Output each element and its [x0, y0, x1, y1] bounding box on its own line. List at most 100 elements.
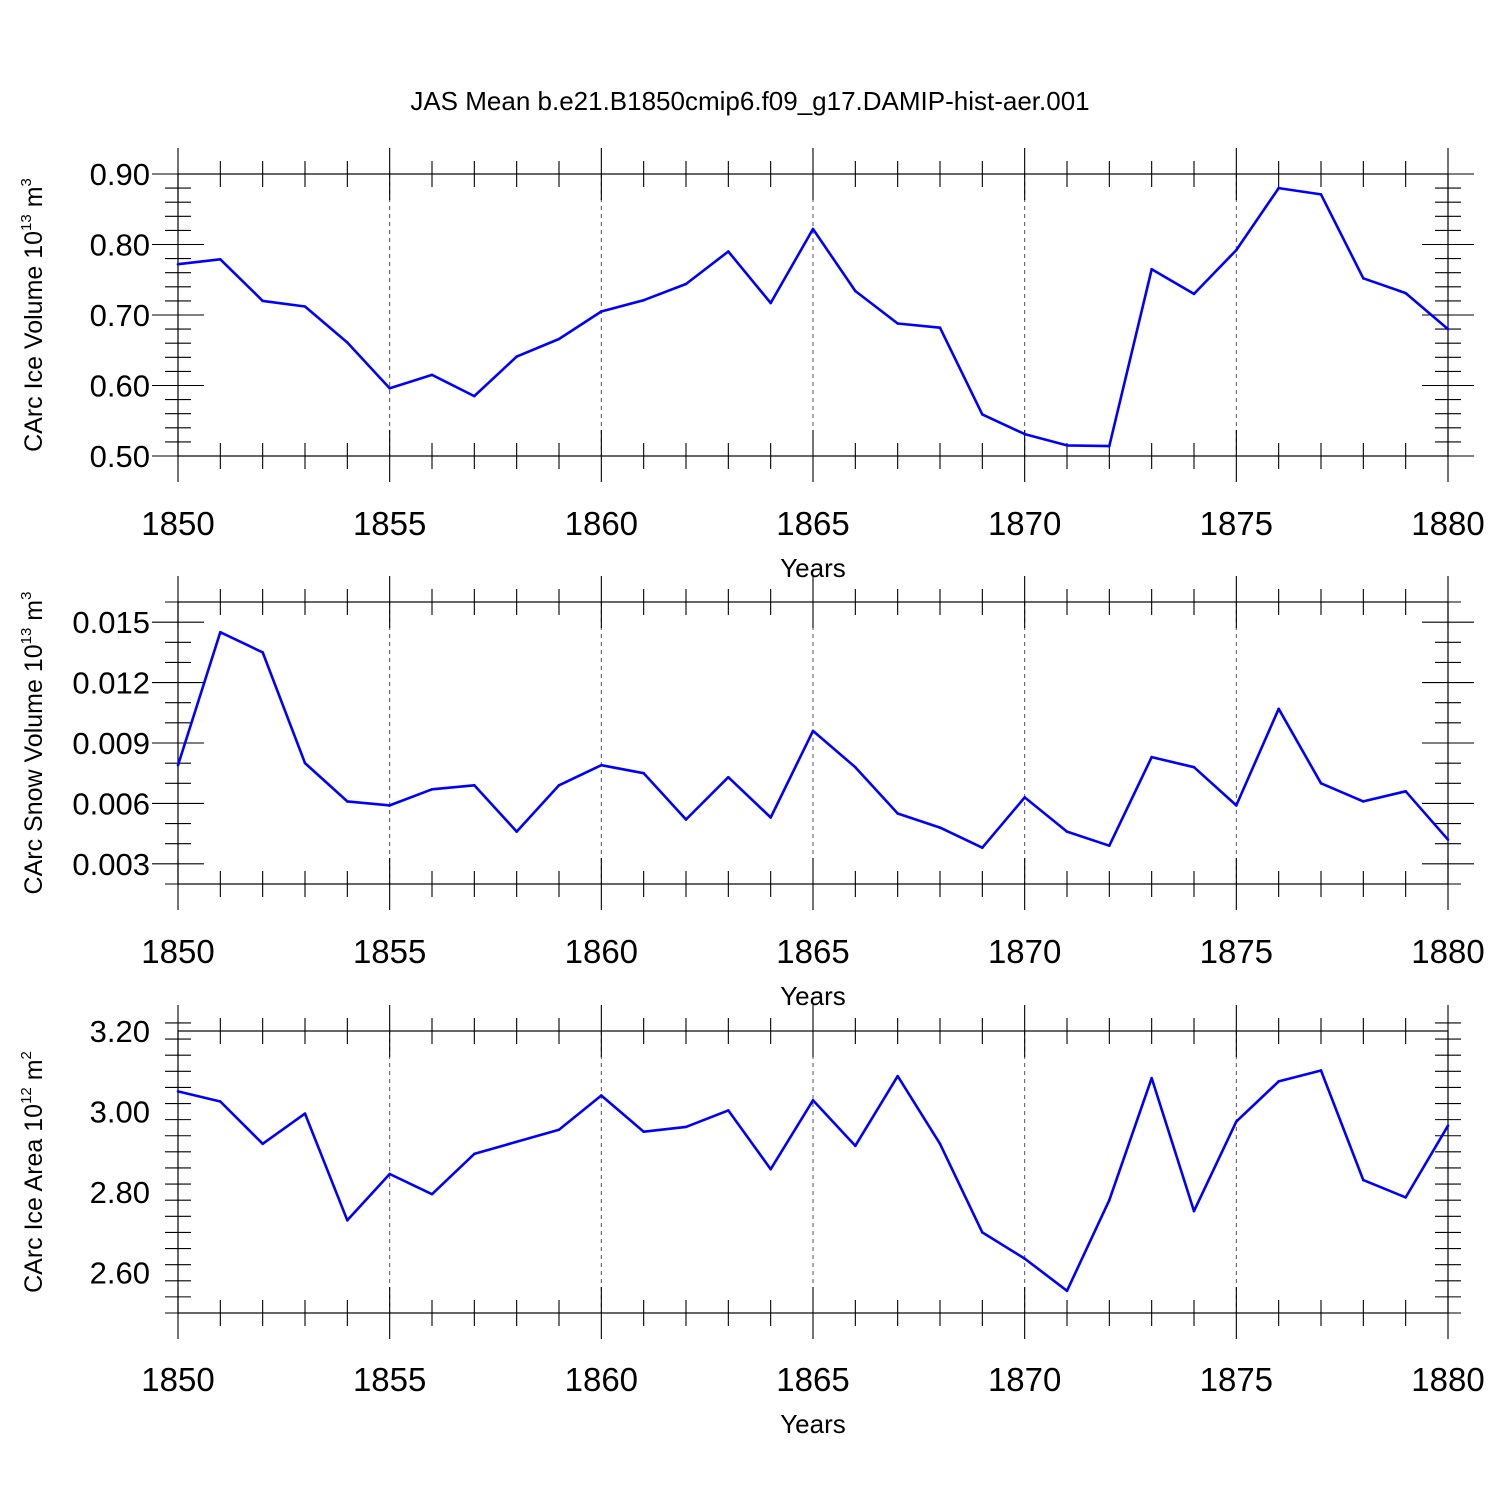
y-tick-label: 0.90	[90, 157, 150, 192]
data-point	[1404, 790, 1407, 793]
y-axis-label: CArc Ice Area 1012 m2	[18, 1051, 48, 1293]
x-tick-label: 1850	[141, 933, 214, 970]
data-point	[430, 1192, 434, 1196]
data-point	[473, 1152, 476, 1156]
x-tick-label: 1850	[141, 1361, 214, 1398]
y-axis-label-main: CArc Snow Volume 10	[20, 644, 48, 894]
x-tick-label: 1865	[776, 1361, 849, 1398]
data-point	[1235, 248, 1238, 252]
y-tick-label: 0.009	[72, 726, 150, 761]
x-tick-label: 1855	[353, 505, 426, 542]
data-point	[1404, 291, 1407, 295]
y-axis-label-exponent: 12	[18, 1087, 35, 1104]
x-tick-label: 1880	[1411, 933, 1484, 970]
data-point	[261, 299, 264, 303]
data-point	[1150, 755, 1153, 759]
data-point	[1319, 1069, 1323, 1072]
panel-snow-volume: 1850 1855 1860 1865 1870 1875 1880 0.003 0.006 0.…	[18, 576, 1485, 1011]
data-point	[1277, 1080, 1280, 1083]
y-tick-label: 0.006	[72, 786, 150, 821]
data-point	[219, 258, 222, 261]
data-point	[1277, 707, 1280, 711]
x-tick-label: 1880	[1411, 1361, 1484, 1398]
data-point	[1362, 1178, 1365, 1182]
data-point	[346, 1219, 349, 1222]
x-tick-label: 1875	[1200, 933, 1273, 970]
data-point	[938, 326, 942, 329]
x-tick-label: 1850	[141, 505, 214, 542]
data-point	[346, 800, 349, 803]
data-point	[981, 846, 984, 850]
data-point	[1192, 765, 1196, 769]
data-point	[430, 373, 434, 377]
figure-title: JAS Mean b.e21.B1850cmip6.f09_g17.DAMIP-…	[410, 86, 1089, 116]
data-point	[854, 765, 857, 769]
data-point	[1235, 1120, 1238, 1123]
data-point	[515, 355, 518, 358]
data-point	[684, 282, 688, 286]
x-tick-label: 1865	[776, 505, 849, 542]
data-point	[1065, 444, 1069, 447]
data-point	[1192, 292, 1196, 296]
data-point	[811, 1098, 815, 1102]
data-point	[981, 413, 984, 416]
data-point	[600, 1094, 603, 1097]
data-point	[600, 763, 603, 767]
panel-ice-volume: 1850 1855 1860 1865 1870 1875 1880 0.50 0.60 0.70…	[18, 148, 1485, 583]
y-tick-label: 0.003	[72, 847, 150, 882]
data-point	[981, 1231, 984, 1234]
data-point	[854, 1144, 857, 1148]
data-point	[557, 1128, 561, 1131]
data-point	[176, 262, 180, 266]
x-tick-label: 1860	[565, 505, 638, 542]
x-axis-label: Years	[780, 1409, 846, 1439]
data-point	[473, 784, 476, 787]
data-point	[1446, 327, 1450, 331]
data-point	[642, 298, 645, 302]
data-point	[1150, 267, 1153, 271]
data-point	[557, 784, 561, 787]
data-point	[388, 804, 391, 807]
data-point	[896, 812, 899, 815]
y-tick-label: 0.50	[90, 439, 150, 474]
y-axis-label-main: CArc Ice Area 10	[20, 1104, 48, 1293]
data-point	[1404, 1196, 1407, 1199]
data-point	[473, 394, 476, 398]
data-point	[1023, 1257, 1026, 1260]
data-point	[896, 1074, 899, 1078]
y-tick-label: 3.20	[90, 1014, 150, 1049]
data-point	[769, 816, 772, 819]
data-point	[684, 1125, 688, 1129]
x-tick-label: 1875	[1200, 505, 1273, 542]
data-point	[303, 761, 307, 765]
data-point	[261, 1142, 264, 1146]
y-axis-label-unit: m	[20, 186, 48, 214]
x-tick-label: 1855	[353, 1361, 426, 1398]
data-point	[854, 289, 857, 293]
data-point	[600, 310, 603, 313]
data-point	[1362, 800, 1365, 803]
y-tick-label: 2.80	[90, 1175, 150, 1210]
data-point	[261, 651, 264, 654]
data-point	[642, 771, 645, 775]
data-point	[727, 775, 730, 779]
data-point	[1235, 804, 1238, 807]
data-point	[1446, 838, 1450, 841]
data-point	[1023, 432, 1026, 436]
y-tick-label: 0.012	[72, 666, 150, 701]
data-point	[727, 1109, 730, 1112]
data-point	[303, 305, 307, 308]
x-tick-label: 1870	[988, 505, 1061, 542]
data-point	[219, 1100, 222, 1103]
y-tick-label: 3.00	[90, 1095, 150, 1130]
y-axis-label: CArc Snow Volume 1013 m3	[18, 592, 48, 895]
data-point	[388, 1172, 391, 1176]
data-point	[1446, 1124, 1450, 1127]
x-tick-label: 1870	[988, 933, 1061, 970]
y-tick-label: 0.60	[90, 369, 150, 404]
data-point	[388, 387, 391, 390]
data-point	[769, 1167, 772, 1171]
data-point	[1192, 1209, 1196, 1213]
x-tick-label: 1855	[353, 933, 426, 970]
